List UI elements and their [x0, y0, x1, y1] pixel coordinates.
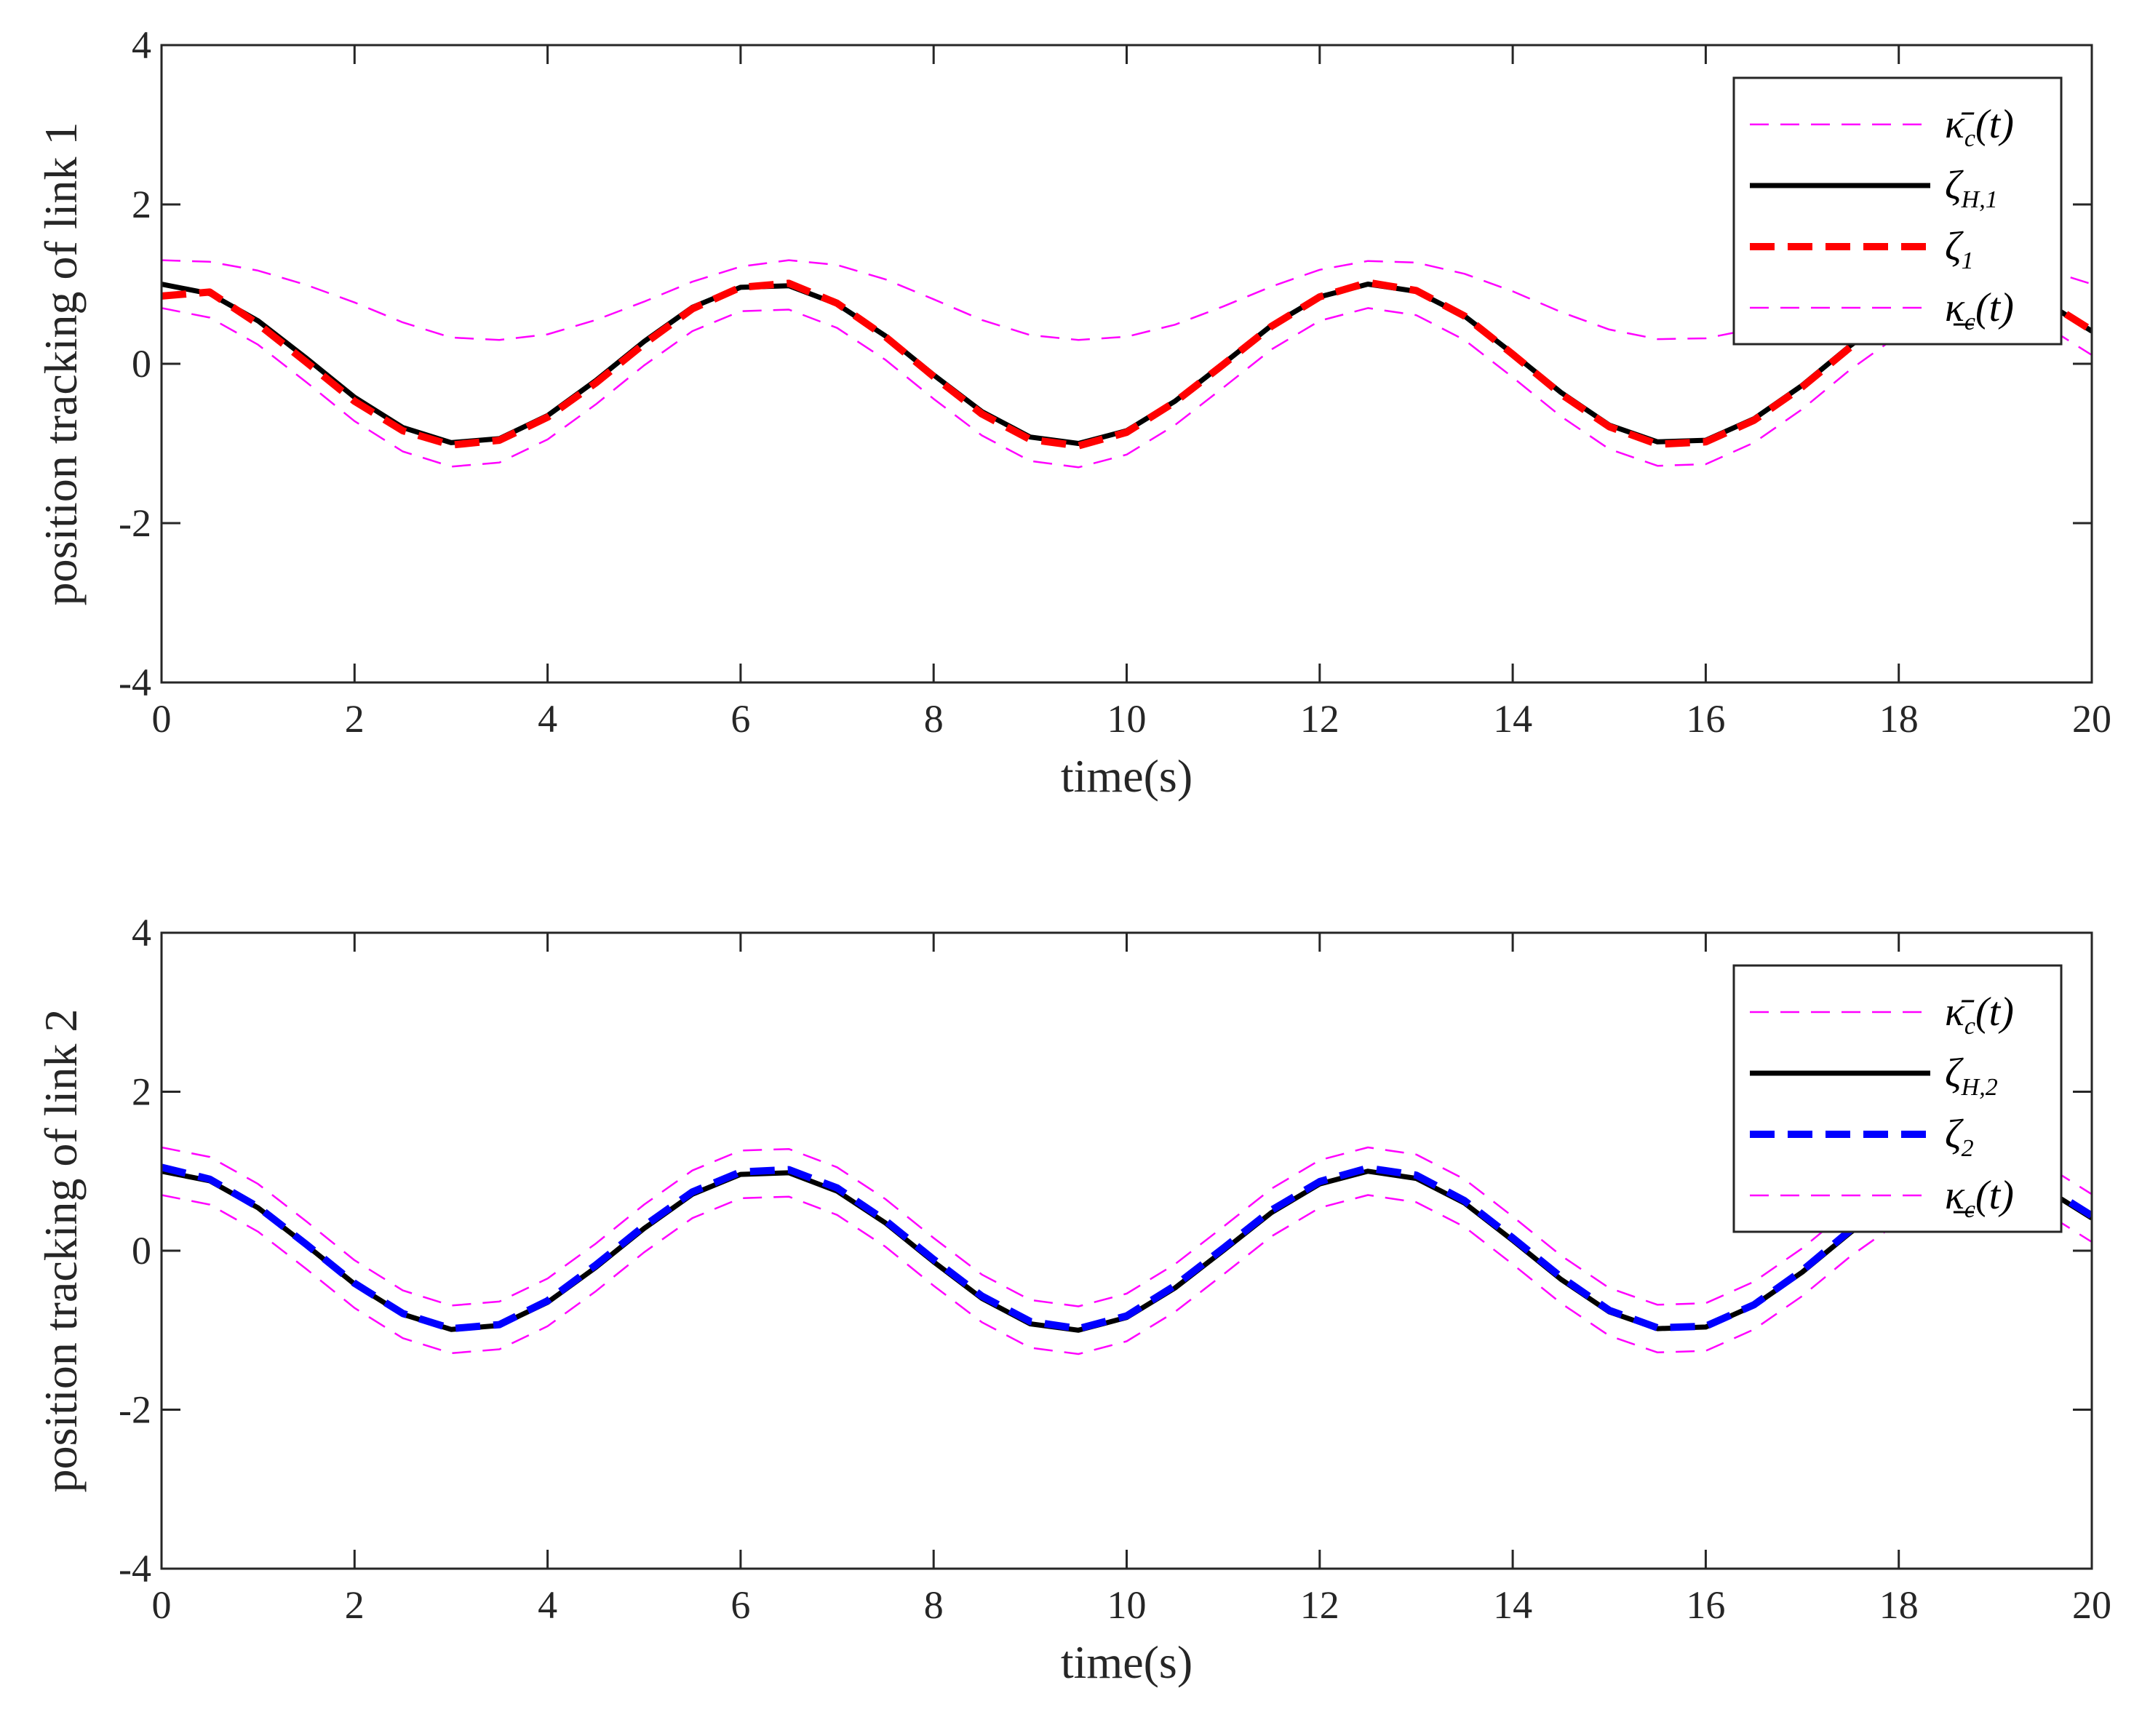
y-tick-label: 0: [132, 342, 151, 386]
legend-box: [1732, 964, 2063, 1233]
x-tick-label: 6: [730, 1583, 750, 1627]
x-axis-label: time(s): [1061, 1636, 1193, 1688]
y-tick-label: 0: [132, 1229, 151, 1273]
series-line-4: [162, 307, 2092, 469]
y-axis-label: position tracking of link 1: [35, 122, 87, 606]
x-tick-label: 16: [1686, 697, 1725, 741]
y-tick-label: 4: [132, 23, 151, 67]
y-axis-label: position tracking of link 2: [35, 1009, 87, 1493]
series-line-4: [162, 1194, 2092, 1355]
x-tick-label: 14: [1493, 1583, 1532, 1627]
legend-label-1: κ̄c(t): [1945, 102, 2014, 152]
x-tick-label: 10: [1107, 1583, 1147, 1627]
x-tick-label: 8: [924, 697, 944, 741]
legend-label-2: ζH,2: [1945, 1051, 1998, 1101]
legend-label-1: κ̄c(t): [1945, 990, 2014, 1040]
x-tick-label: 4: [538, 697, 557, 741]
x-tick-label: 14: [1493, 697, 1532, 741]
x-tick-label: 2: [345, 697, 365, 741]
series-line-3: [162, 1163, 2092, 1333]
series-group: [162, 1146, 2092, 1355]
x-tick-label: 16: [1686, 1583, 1725, 1627]
x-tick-label: 0: [152, 1583, 172, 1627]
series-line-1: [162, 1146, 2092, 1307]
x-tick-label: 10: [1107, 697, 1147, 741]
x-tick-label: 18: [1879, 1583, 1919, 1627]
legend-label-4: κ̲c(t): [1945, 1173, 2014, 1223]
legend-label-3: ζ1: [1945, 224, 1974, 274]
x-tick-label: 0: [152, 697, 172, 741]
chart-panel-2: 0 2 4 6 8 10 12 14 16 18 20420-2-4time(s)position …: [35, 911, 2111, 1688]
legend-box: [1732, 76, 2063, 346]
x-axis-label: time(s): [1061, 750, 1193, 802]
series-line-3: [162, 279, 2092, 450]
y-tick-label: 4: [132, 911, 151, 955]
x-tick-label: 8: [924, 1583, 944, 1627]
legend: κ̄c(t) ζH,2 ζ2 κ̲c(t): [1732, 964, 2063, 1233]
x-tick-label: 4: [538, 1583, 557, 1627]
legend: κ̄c(t) ζH,1 ζ1 κ̲c(t): [1732, 76, 2063, 346]
chart-panel-1: 0 2 4 6 8 10 12 14 16 18 20420-2-4time(s)position …: [35, 23, 2111, 802]
x-tick-label: 12: [1300, 697, 1339, 741]
x-tick-label: 20: [2072, 1583, 2111, 1627]
y-tick-label: 2: [132, 183, 151, 226]
series-group: [162, 259, 2092, 469]
x-tick-label: 18: [1879, 697, 1919, 741]
y-tick-label: 2: [132, 1070, 151, 1114]
y-tick-label: -4: [119, 1547, 151, 1590]
y-tick-label: -2: [119, 1388, 151, 1432]
legend-label-4: κ̲c(t): [1945, 285, 2014, 335]
x-tick-label: 6: [730, 697, 750, 741]
legend-label-3: ζ2: [1945, 1112, 1974, 1162]
x-tick-label: 20: [2072, 697, 2111, 741]
y-tick-label: -2: [119, 501, 151, 545]
legend-label-2: ζH,1: [1945, 163, 1998, 213]
x-tick-label: 12: [1300, 1583, 1339, 1627]
x-tick-label: 2: [345, 1583, 365, 1627]
y-tick-label: -4: [119, 661, 151, 704]
